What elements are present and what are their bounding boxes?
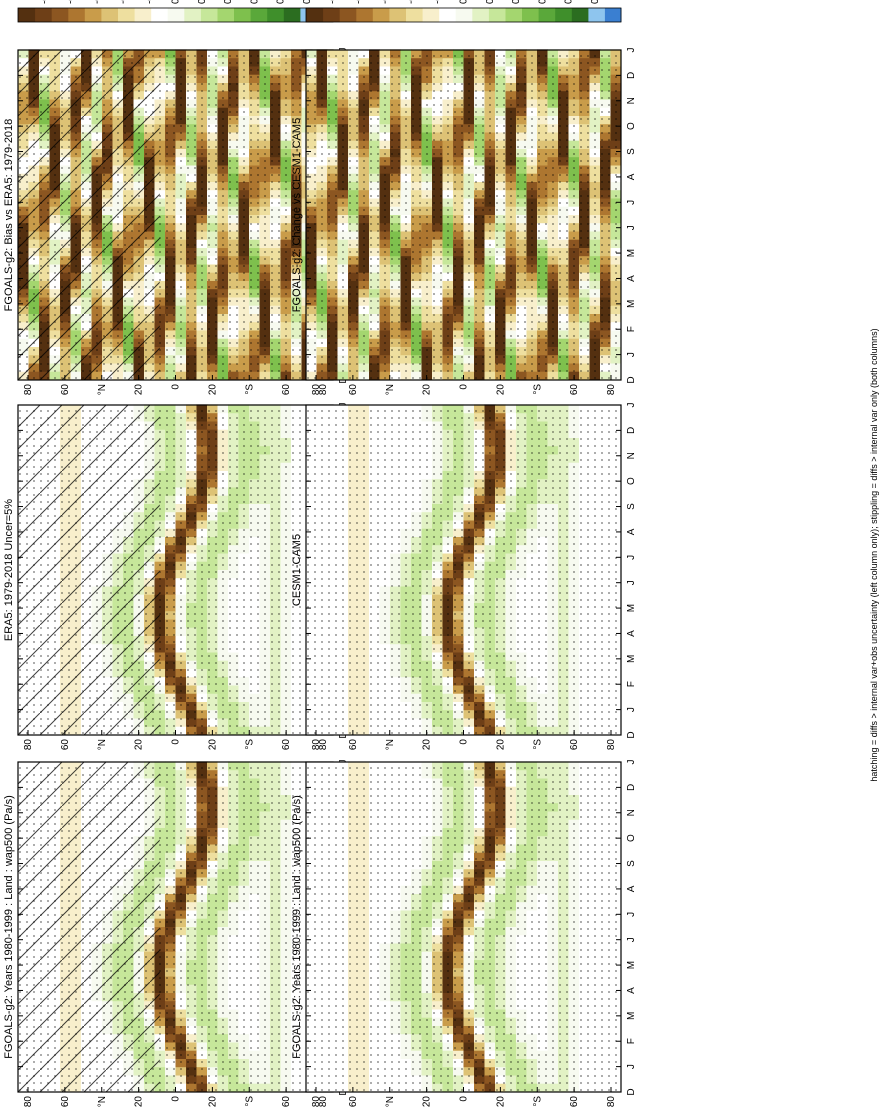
stippling-overlay — [18, 405, 333, 735]
x-tick-label: J — [626, 760, 637, 765]
x-tick-label: J — [626, 1064, 637, 1069]
y-tick-label: 60 — [348, 1096, 359, 1108]
y-tick-label: °N — [97, 739, 108, 750]
y-tick-label: 0 — [171, 739, 182, 745]
x-tick-label: A — [626, 987, 637, 994]
x-tick-label: O — [626, 834, 637, 842]
x-tick-label: D — [626, 1088, 637, 1095]
y-tick-label: 20 — [207, 1096, 218, 1108]
y-tick-label: 80 — [23, 739, 34, 751]
y-tick-label: 0 — [459, 1096, 470, 1102]
panel-title: FGOALS-g2: Years 1980-1999 : Land : wap5… — [291, 795, 303, 1059]
y-tick-label: °S — [532, 1096, 543, 1107]
x-tick-label: S — [626, 860, 637, 867]
y-tick-label: 20 — [134, 739, 145, 751]
y-tick-label: 60 — [60, 739, 71, 751]
y-tick-label: 60 — [60, 1096, 71, 1108]
x-tick-label: M — [626, 961, 637, 969]
y-tick-label: 60 — [281, 739, 292, 751]
x-tick-label: D — [626, 784, 637, 791]
x-tick-label: J — [626, 912, 637, 917]
y-tick-label: 20 — [422, 1096, 433, 1108]
y-tick-label: °S — [244, 739, 255, 750]
y-tick-label: °S — [244, 1096, 255, 1107]
x-tick-label: N — [626, 809, 637, 816]
x-tick-label: A — [626, 885, 637, 892]
x-tick-label: M — [626, 1012, 637, 1020]
y-tick-label: 80 — [606, 1096, 617, 1108]
y-tick-label: 20 — [134, 1096, 145, 1108]
y-tick-label: °N — [385, 1096, 396, 1107]
stippling-overlay — [18, 762, 333, 1092]
y-tick-label: 80 — [23, 1096, 34, 1108]
y-tick-label: 20 — [495, 1096, 506, 1108]
y-tick-label: 60 — [569, 1096, 580, 1108]
y-tick-label: °N — [97, 1096, 108, 1107]
panel-title: FGOALS-g2: Years 1980-1999 : Land : wap5… — [3, 795, 15, 1059]
x-tick-label: J — [626, 937, 637, 942]
chart-panel-2: FGOALS-g2: Years 1980-1999 : Land : wap5… — [291, 693, 637, 1107]
y-tick-label: 80 — [311, 1096, 322, 1108]
y-tick-label: 0 — [171, 1096, 182, 1102]
y-tick-label: 60 — [281, 1096, 292, 1108]
x-tick-label: F — [626, 1038, 637, 1044]
panel-title: ERA5: 1979-2018 Uncer=5% — [3, 499, 15, 641]
stippling-overlay — [306, 762, 621, 1092]
y-tick-label: 20 — [207, 739, 218, 751]
